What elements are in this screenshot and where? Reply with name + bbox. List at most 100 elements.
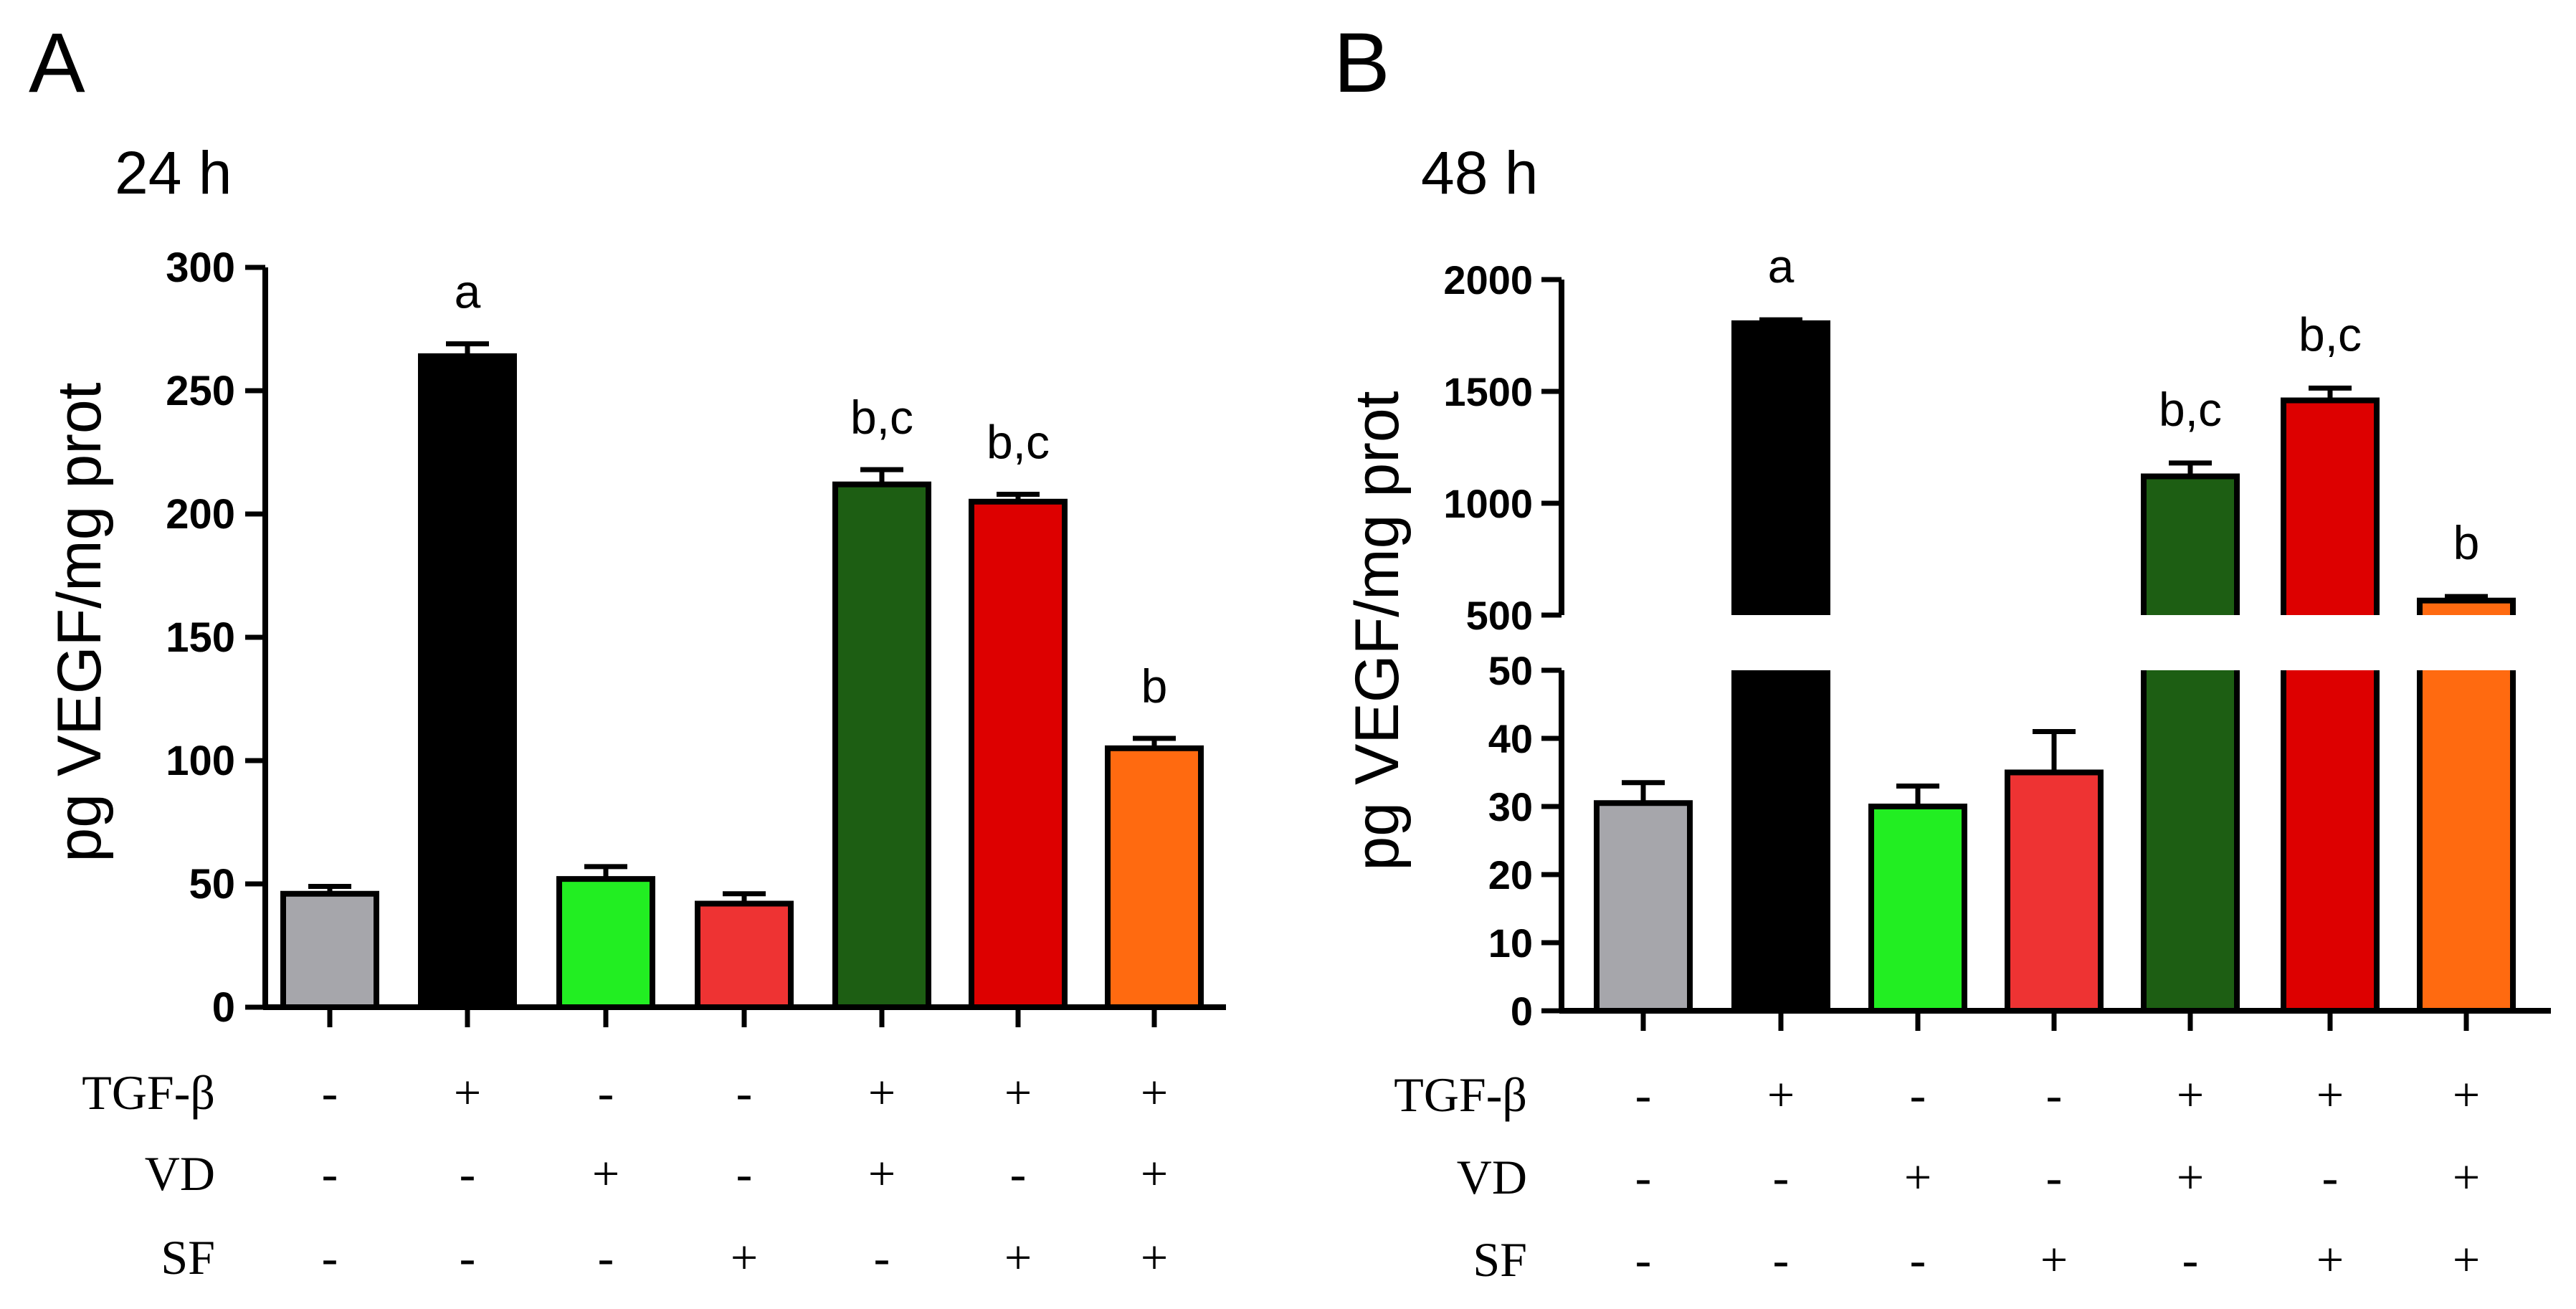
treatment-sign-a-2-5: - <box>874 1230 890 1285</box>
treatment-sign-a-1-5: + <box>868 1146 895 1201</box>
treatment-sign-a-2-6: + <box>1004 1230 1032 1285</box>
panel-a-y-axis-label: pg VEGF/mg prot <box>45 382 114 862</box>
treatment-sign-b-2-3: - <box>1910 1232 1926 1287</box>
bar-b-7-lower <box>2417 670 2516 1014</box>
treatment-sign-a-2-3: - <box>598 1230 614 1285</box>
treatment-sign-a-1-4: - <box>736 1146 753 1201</box>
y-tick-label-b-upper-500: 500 <box>1466 593 1533 638</box>
treatment-sign-b-1-3: + <box>1904 1150 1931 1204</box>
y-tick-label-a-0: 0 <box>212 984 235 1031</box>
treatment-sign-a-1-3: + <box>592 1146 619 1201</box>
y-tick-label-b-upper-1000: 1000 <box>1443 481 1533 526</box>
bar-b-5-upper <box>2141 473 2240 615</box>
treatment-sign-b-0-6: + <box>2316 1067 2344 1122</box>
y-tick-label-b-lower-0: 0 <box>1511 989 1533 1034</box>
annotation-a-5: b,c <box>850 391 913 444</box>
treatment-sign-b-1-1: - <box>1635 1150 1652 1204</box>
treatment-sign-b-2-2: - <box>1773 1232 1790 1287</box>
y-tick-label-a-300: 300 <box>166 244 235 291</box>
treatment-label-b-2: SF <box>1473 1232 1527 1287</box>
y-tick-label-a-50: 50 <box>189 861 235 908</box>
bar-b-4 <box>2005 769 2104 1014</box>
treatment-sign-a-2-1: - <box>322 1230 338 1285</box>
treatment-label-b-1: VD <box>1457 1150 1527 1204</box>
bar-a-2 <box>418 353 517 1010</box>
y-tick-label-b-lower-50: 50 <box>1488 648 1533 693</box>
bar-a-4 <box>695 900 794 1011</box>
panel-b-title: 48 h <box>1421 139 1539 206</box>
treatment-sign-a-0-4: - <box>736 1065 753 1120</box>
panel-b: B 48 h pg VEGF/mg prot ab,cb,cb500100015… <box>1334 16 2551 1287</box>
treatment-sign-a-0-7: + <box>1141 1065 1168 1120</box>
treatment-label-a-0: TGF-β <box>82 1065 215 1120</box>
treatment-sign-a-2-4: + <box>731 1230 758 1285</box>
treatment-sign-b-2-4: + <box>2040 1232 2068 1287</box>
bar-b-2-lower <box>1731 670 1830 1014</box>
panel-b-plot: a b,c b,c b 500 1000 1500 2000 0 10 20 30 40 50 TGF-β -… <box>1394 239 2551 1287</box>
treatment-sign-b-1-2: - <box>1773 1150 1790 1204</box>
y-tick-label-a-150: 150 <box>166 614 235 661</box>
y-tick-label-b-lower-10: 10 <box>1488 920 1533 966</box>
treatment-sign-a-2-2: - <box>460 1230 476 1285</box>
treatment-sign-b-1-7: + <box>2453 1150 2480 1204</box>
y-tick-label-a-250: 250 <box>166 368 235 414</box>
annotation-b-5: b,c <box>2159 383 2222 436</box>
annotation-a-6: b,c <box>987 415 1050 468</box>
treatment-sign-b-0-4: - <box>2046 1067 2063 1122</box>
treatment-sign-b-2-1: - <box>1635 1232 1652 1287</box>
y-tick-label-b-upper-1500: 1500 <box>1443 369 1533 414</box>
bar-b-1 <box>1594 800 1693 1014</box>
annotation-b-2: a <box>1768 239 1795 292</box>
bar-b-2-upper <box>1731 320 1830 615</box>
panel-a: A 24 h pg VEGF/mg prot a b,c b,c b 0 50 100 150… <box>29 16 1226 1285</box>
treatment-sign-b-1-4: - <box>2046 1150 2063 1204</box>
treatment-sign-a-1-7: + <box>1141 1146 1168 1201</box>
bar-b-3 <box>1868 804 1967 1014</box>
treatment-sign-b-0-3: - <box>1910 1067 1926 1122</box>
panel-a-title: 24 h <box>115 139 232 206</box>
y-tick-label-b-lower-30: 30 <box>1488 784 1533 829</box>
y-tick-label-a-200: 200 <box>166 491 235 538</box>
annotation-b-7: b <box>2453 516 2480 569</box>
treatment-sign-b-0-7: + <box>2453 1067 2480 1122</box>
bar-b-6-upper <box>2281 397 2380 615</box>
treatment-sign-a-1-2: - <box>460 1146 476 1201</box>
treatment-sign-b-0-2: + <box>1767 1067 1795 1122</box>
bar-b-6-lower <box>2281 670 2380 1014</box>
y-tick-label-b-lower-40: 40 <box>1488 716 1533 761</box>
treatment-sign-b-1-5: + <box>2177 1150 2204 1204</box>
annotation-a-2: a <box>455 265 481 318</box>
treatment-sign-a-1-1: - <box>322 1146 338 1201</box>
treatment-sign-a-0-1: - <box>322 1065 338 1120</box>
treatment-sign-b-2-6: + <box>2316 1232 2344 1287</box>
annotation-b-6: b,c <box>2299 308 2362 361</box>
treatment-sign-b-2-5: - <box>2182 1232 2199 1287</box>
treatment-sign-a-0-2: + <box>454 1065 481 1120</box>
treatment-label-a-1: VD <box>145 1146 215 1201</box>
panel-b-label: B <box>1334 16 1390 110</box>
bar-a-3 <box>556 876 655 1010</box>
bar-a-5 <box>832 481 931 1010</box>
bar-a-1 <box>280 890 379 1011</box>
treatment-sign-a-0-3: - <box>598 1065 614 1120</box>
treatment-sign-a-0-6: + <box>1004 1065 1032 1120</box>
y-tick-label-a-100: 100 <box>166 738 235 784</box>
bar-a-6 <box>969 498 1068 1010</box>
treatment-label-b-0: TGF-β <box>1394 1067 1527 1122</box>
treatment-sign-b-0-5: + <box>2177 1067 2204 1122</box>
panel-b-y-axis-label: pg VEGF/mg prot <box>1343 391 1412 870</box>
treatment-sign-a-2-7: + <box>1141 1230 1168 1285</box>
y-tick-label-b-upper-2000: 2000 <box>1443 257 1533 303</box>
treatment-sign-a-0-5: + <box>868 1065 895 1120</box>
annotation-a-7: b <box>1141 660 1168 713</box>
bar-a-7 <box>1105 745 1204 1011</box>
treatment-sign-b-0-1: - <box>1635 1067 1652 1122</box>
treatment-sign-b-1-6: - <box>2322 1150 2339 1204</box>
treatment-sign-b-2-7: + <box>2453 1232 2480 1287</box>
treatment-label-a-2: SF <box>161 1230 215 1285</box>
treatment-sign-a-1-6: - <box>1010 1146 1027 1201</box>
bar-b-5-lower <box>2141 670 2240 1014</box>
panel-a-plot: a b,c b,c b 0 50 100 150 200 250 300 TGF-β - + - - + + + VD… <box>82 244 1226 1285</box>
y-tick-label-b-lower-20: 20 <box>1488 852 1533 898</box>
